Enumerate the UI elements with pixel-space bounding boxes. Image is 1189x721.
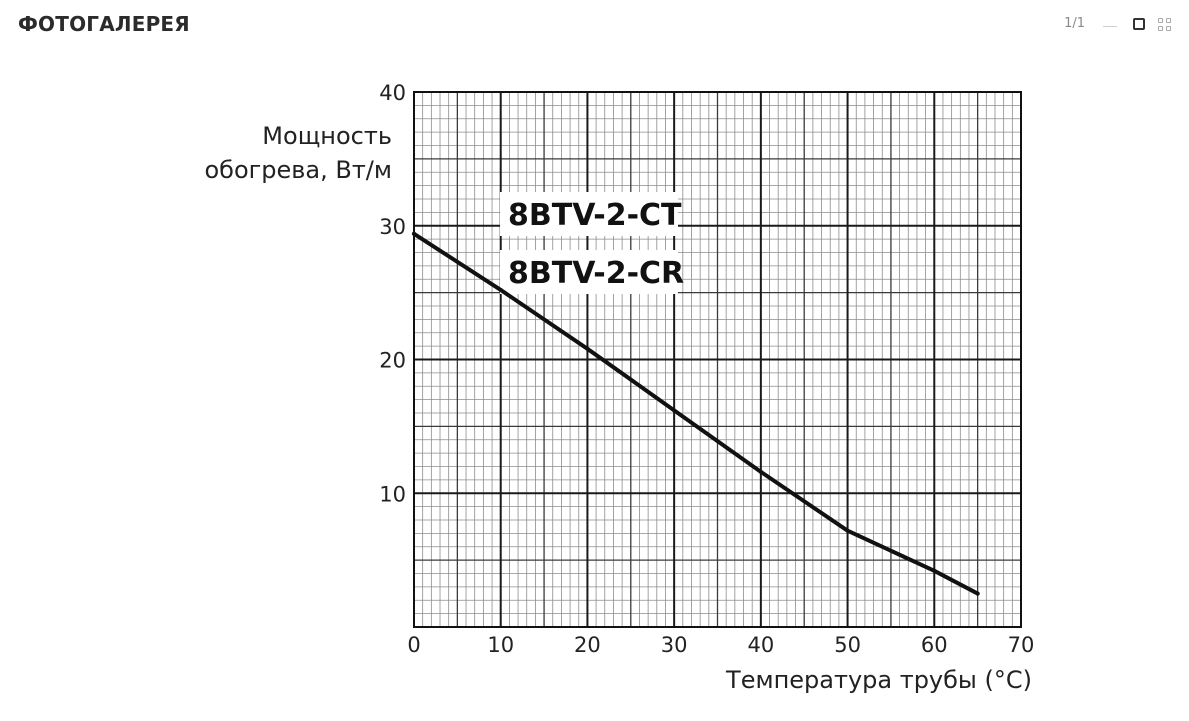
single-view-icon[interactable] <box>1133 18 1145 30</box>
y-axis-label-line2: обогрева, Вт/м <box>204 156 392 184</box>
series-point <box>932 568 937 573</box>
model-label: 8BTV-2-CR <box>508 256 684 291</box>
series-point <box>672 408 677 413</box>
x-tick-label: 70 <box>1008 633 1035 657</box>
model-label-background <box>500 250 678 294</box>
series-points <box>412 231 980 596</box>
y-tick-label: 10 <box>379 482 406 506</box>
x-tick-label: 30 <box>661 633 688 657</box>
model-label-background <box>500 192 678 236</box>
gallery-title: ФОТОГАЛЕРЕЯ <box>18 12 190 36</box>
pager-counter: 1/1 <box>1064 16 1085 31</box>
y-tick-label: 40 <box>379 81 406 105</box>
y-tick-label: 20 <box>379 349 406 373</box>
series-line <box>412 231 980 596</box>
x-tick-label: 20 <box>574 633 601 657</box>
grid-view-icon[interactable] <box>1158 18 1172 32</box>
model-labels: 8BTV-2-CT 8BTV-2-CR <box>500 192 684 294</box>
x-tick-label: 40 <box>747 633 774 657</box>
y-axis-label-line1: Мощность <box>262 122 392 150</box>
x-tick-labels: 0 10 20 30 40 50 60 70 <box>407 633 1034 657</box>
series-point <box>498 287 503 292</box>
y-tick-labels: 10 20 30 40 <box>379 81 406 506</box>
series-point <box>845 528 850 533</box>
series-point <box>758 469 763 474</box>
series-point <box>585 346 590 351</box>
y-tick-label: 30 <box>379 215 406 239</box>
pager-separator <box>1103 26 1117 27</box>
x-axis-label: Температура трубы (°C) <box>725 666 1032 694</box>
plot-frame <box>413 91 1022 628</box>
series-point <box>412 231 416 236</box>
x-tick-label: 50 <box>834 633 861 657</box>
model-label: 8BTV-2-CT <box>508 198 682 233</box>
x-tick-label: 10 <box>487 633 514 657</box>
x-tick-label: 0 <box>407 633 420 657</box>
series-point <box>975 591 980 596</box>
x-tick-label: 60 <box>921 633 948 657</box>
